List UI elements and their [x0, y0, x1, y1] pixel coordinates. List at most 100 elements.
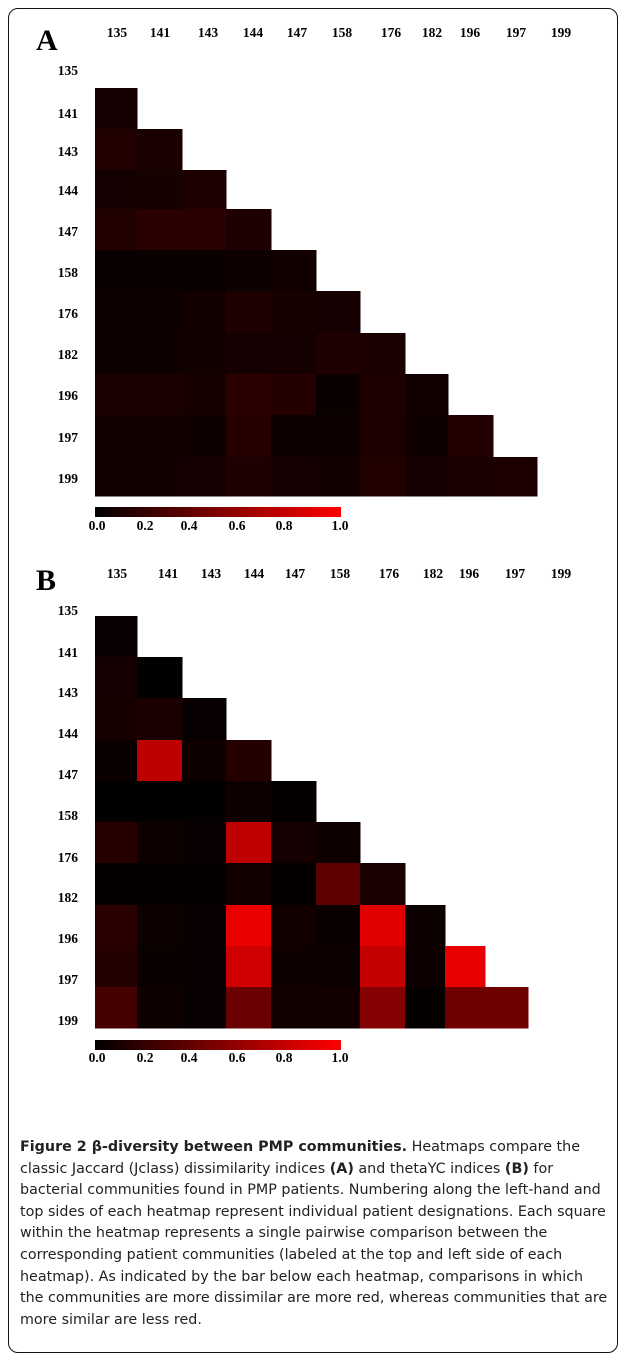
- colorbar-tick-label: 0.8: [276, 1050, 293, 1065]
- heatmap-cell: [95, 740, 138, 782]
- heatmap-cell: [182, 781, 227, 823]
- heatmap-cell: [316, 987, 361, 1029]
- heatmap-cell: [95, 291, 138, 334]
- row-label-199: 199: [58, 1013, 79, 1028]
- top-label-182: 182: [423, 566, 444, 581]
- heatmap-cell: [95, 822, 138, 864]
- top-label-144: 144: [244, 566, 265, 581]
- heatmap-cell: [182, 250, 227, 292]
- heatmap-cell: [137, 657, 183, 699]
- caption-title: Figure 2 β-diversity between PMP communi…: [20, 1139, 408, 1155]
- heatmap-cell: [95, 863, 138, 906]
- heatmap-cell: [226, 250, 272, 292]
- heatmap-cell: [95, 170, 138, 210]
- figure-caption: Figure 2 β-diversity between PMP communi…: [20, 1137, 608, 1331]
- colorbar-tick-label: 0.4: [181, 518, 198, 533]
- colorbar-tick-label: 1.0: [332, 1050, 349, 1065]
- heatmap-cell: [271, 333, 317, 375]
- heatmap-cell: [485, 987, 529, 1029]
- heatmap-cell: [137, 170, 183, 210]
- colorbar-tick-label: 0.2: [137, 518, 154, 533]
- row-label-176: 176: [58, 850, 79, 865]
- heatmap-b-svg: B 135135141141143143144144147147158158176…: [36, 564, 572, 1065]
- heatmap-cell: [316, 905, 361, 947]
- row-label-158: 158: [58, 265, 79, 280]
- heatmap-cell: [271, 863, 317, 906]
- heatmap-cell: [493, 457, 538, 497]
- row-label-176: 176: [58, 306, 79, 321]
- row-label-141: 141: [58, 645, 79, 660]
- heatmap-cell: [95, 457, 138, 497]
- heatmap-cell: [95, 250, 138, 292]
- heatmap-cell: [137, 129, 183, 171]
- heatmap-cell: [182, 905, 227, 947]
- heatmap-cell: [95, 781, 138, 823]
- colorbar-tick-label: 0.0: [89, 518, 106, 533]
- heatmap-cell: [445, 946, 486, 988]
- top-label-197: 197: [506, 25, 527, 40]
- heatmap-cell: [137, 374, 183, 416]
- heatmap-cell: [226, 863, 272, 906]
- heatmap-cell: [360, 333, 406, 375]
- heatmap-cell: [137, 333, 183, 375]
- row-label-144: 144: [58, 726, 79, 741]
- top-label-176: 176: [379, 566, 400, 581]
- caption-ref-a: (A): [329, 1160, 354, 1177]
- row-label-199: 199: [58, 471, 79, 486]
- top-label-199: 199: [551, 566, 572, 581]
- heatmap-cell: [271, 250, 317, 292]
- heatmap-cell: [405, 987, 446, 1029]
- heatmap-cell: [316, 415, 361, 458]
- heatmap-cell: [226, 457, 272, 497]
- figure-frame: [8, 8, 618, 1353]
- heatmap-cell: [226, 987, 272, 1029]
- heatmap-cell: [182, 374, 227, 416]
- top-label-141: 141: [158, 566, 179, 581]
- heatmap-cell: [95, 88, 138, 130]
- heatmap-cell: [182, 740, 227, 782]
- top-label-144: 144: [243, 25, 264, 40]
- heatmap-cell: [182, 822, 227, 864]
- heatmap-cell: [271, 415, 317, 458]
- heatmap-cell: [316, 333, 361, 375]
- heatmap-cell: [226, 946, 272, 988]
- heatmap-cell: [405, 946, 446, 988]
- colorbar-tick-label: 0.6: [229, 518, 246, 533]
- heatmap-cell: [182, 457, 227, 497]
- heatmap-cell: [137, 291, 183, 334]
- top-label-141: 141: [150, 25, 171, 40]
- heatmap-cell: [182, 946, 227, 988]
- heatmap-cell: [182, 863, 227, 906]
- heatmap-cell: [182, 415, 227, 458]
- heatmap-cell: [226, 740, 272, 782]
- heatmap-cell: [360, 987, 406, 1029]
- heatmap-cell: [271, 291, 317, 334]
- heatmap-cell: [448, 415, 494, 458]
- heatmap-cell: [226, 209, 272, 251]
- colorbar-tick-label: 0.0: [89, 1050, 106, 1065]
- heatmap-cell: [448, 457, 494, 497]
- row-label-197: 197: [58, 430, 79, 445]
- heatmap-cell: [137, 781, 183, 823]
- top-label-143: 143: [198, 25, 219, 40]
- heatmap-cell: [137, 457, 183, 497]
- heatmap-cell: [271, 905, 317, 947]
- heatmap-cell: [95, 946, 138, 988]
- colorbar: [95, 507, 341, 517]
- heatmap-cell: [405, 905, 446, 947]
- top-label-176: 176: [381, 25, 402, 40]
- heatmap-cell: [95, 905, 138, 947]
- colorbar-tick-label: 0.4: [181, 1050, 198, 1065]
- top-label-135: 135: [107, 25, 128, 40]
- heatmap-cell: [137, 822, 183, 864]
- heatmap-cell: [95, 657, 138, 699]
- top-label-135: 135: [107, 566, 128, 581]
- heatmap-cell: [137, 250, 183, 292]
- row-label-158: 158: [58, 808, 79, 823]
- heatmap-cell: [316, 863, 361, 906]
- heatmap-cell: [360, 457, 406, 497]
- top-label-196: 196: [460, 25, 481, 40]
- heatmap-cell: [226, 374, 272, 416]
- heatmap-cell: [182, 291, 227, 334]
- row-label-196: 196: [58, 931, 79, 946]
